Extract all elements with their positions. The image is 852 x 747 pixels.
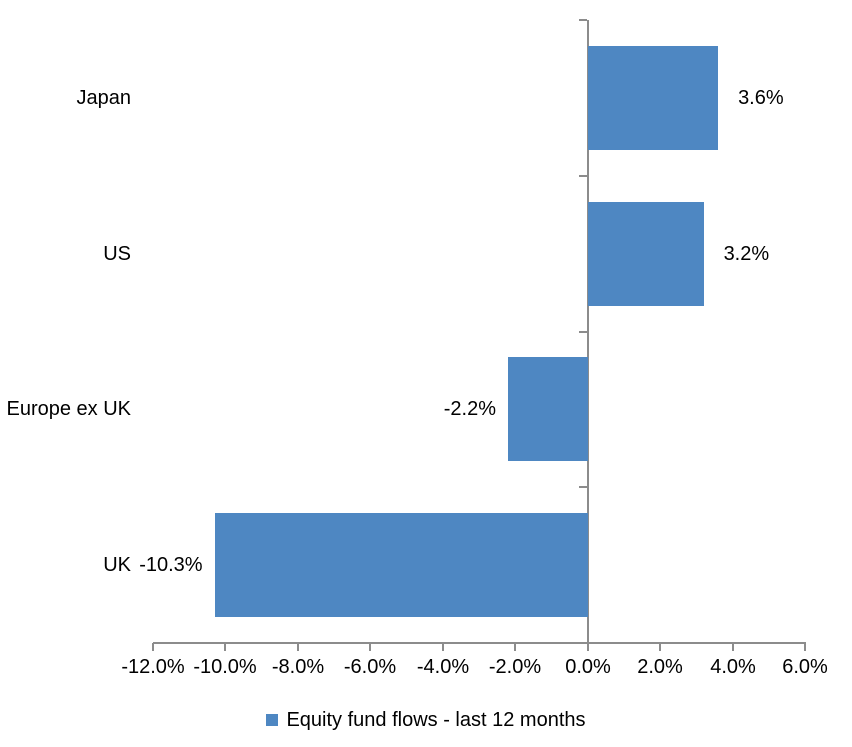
x-axis-tick [514,643,516,651]
x-axis-tick [587,643,589,651]
x-axis-tick [659,643,661,651]
value-label: 3.2% [723,242,770,265]
y-axis-tick [579,175,587,177]
value-label: -10.3% [139,554,203,577]
x-axis-tick [297,643,299,651]
x-tick-label: -4.0% [416,656,470,678]
x-tick-label: -6.0% [343,656,397,678]
x-axis-line [153,642,806,644]
legend: Equity fund flows - last 12 months [0,708,852,732]
category-label: Japan [76,86,132,109]
y-axis-tick [579,486,587,488]
y-axis-tick [579,19,587,21]
x-tick-label: -10.0% [193,656,257,678]
x-tick-label: -12.0% [121,656,185,678]
x-axis-tick [732,643,734,651]
x-axis-tick [152,643,154,651]
value-label: -2.2% [443,398,496,421]
legend-swatch [266,714,279,726]
bar-europe-ex-uk [507,357,588,462]
x-tick-label: 0.0% [565,656,611,678]
bar-japan [587,45,719,150]
x-tick-label: -8.0% [271,656,325,678]
x-tick-label: 2.0% [637,656,683,678]
category-label: Europe ex UK [6,398,131,421]
legend-label: Equity fund flows - last 12 months [286,709,586,731]
bar-uk [214,513,588,618]
x-axis-tick [804,643,806,651]
x-tick-label: -2.0% [488,656,542,678]
x-axis-tick [442,643,444,651]
x-tick-label: 6.0% [782,656,828,678]
value-label: 3.6% [738,86,784,109]
x-axis-tick [369,643,371,651]
category-label: UK [103,554,131,577]
y-axis-tick [579,331,587,333]
x-axis-tick [224,643,226,651]
y-axis-line [587,20,589,651]
bar-us [587,201,704,306]
x-tick-label: 4.0% [710,656,756,678]
category-label: US [103,242,131,265]
